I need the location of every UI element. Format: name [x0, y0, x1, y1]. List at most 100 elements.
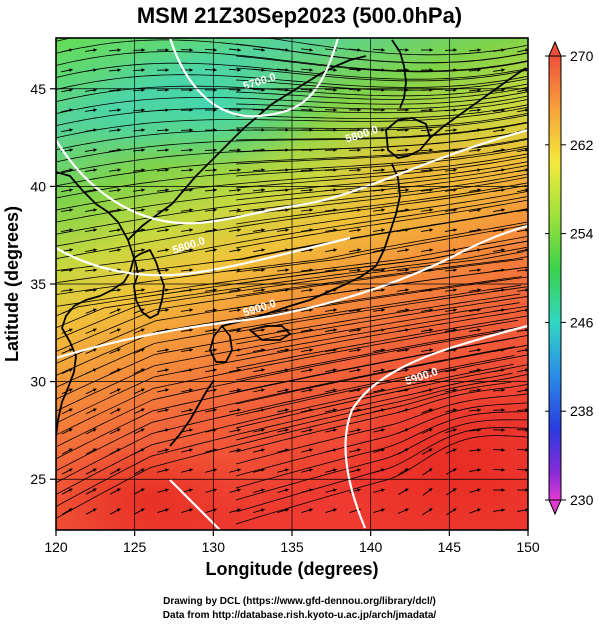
wind-arrow: [493, 388, 506, 392]
streamline: [56, 251, 525, 341]
wind-arrow: [444, 128, 458, 132]
streamline: [56, 267, 523, 364]
wind-arrow: [133, 428, 145, 435]
wind-arrow: [445, 388, 457, 393]
wind-arrow: [396, 168, 410, 172]
wind-arrow: [421, 208, 434, 212]
streamline: [235, 354, 528, 417]
streamline: [235, 95, 528, 110]
wind-arrow: [181, 448, 193, 453]
wind-arrow: [397, 508, 409, 515]
wind-arrow: [444, 108, 458, 112]
streamline: [235, 182, 528, 225]
wind-arrow: [253, 388, 265, 393]
wind-arrow: [61, 208, 74, 213]
wind-arrow: [493, 128, 506, 132]
wind-arrow: [493, 308, 506, 312]
wind-arrow: [469, 168, 482, 172]
wind-arrow: [85, 168, 98, 172]
wind-arrow: [469, 508, 481, 514]
wind-arrow: [85, 48, 98, 52]
wind-arrow: [253, 408, 265, 413]
wind-arrow: [276, 88, 290, 92]
wind-arrow: [229, 488, 241, 493]
wind-arrow: [469, 368, 481, 373]
streamline: [235, 286, 528, 333]
streamline: [56, 122, 528, 163]
wind-arrow: [85, 328, 97, 334]
wind-arrow: [325, 428, 337, 433]
wind-arrow: [301, 268, 314, 272]
wind-arrow: [445, 368, 457, 373]
wind-arrow: [205, 288, 218, 292]
wind-arrow: [301, 468, 313, 473]
wind-arrow: [253, 428, 265, 433]
wind-arrow: [133, 228, 146, 232]
wind-arrow: [133, 328, 145, 334]
y-axis-ticks: 25 30 35 40 45: [30, 81, 56, 487]
wind-arrow: [85, 308, 97, 314]
wind-arrow: [420, 148, 434, 152]
wind-arrow: [469, 428, 482, 432]
y-tick-label: 40: [30, 178, 46, 194]
wind-arrow: [301, 388, 313, 393]
wind-arrow: [445, 168, 458, 172]
wind-arrow: [421, 248, 434, 253]
streamline: [56, 91, 528, 115]
y-axis-label: Latitude (degrees): [2, 206, 22, 362]
wind-arrow: [421, 448, 433, 455]
colorbar-label: 246: [570, 314, 594, 330]
wind-arrow: [372, 48, 386, 52]
wind-arrow: [181, 508, 193, 514]
wind-arrow: [493, 228, 506, 233]
wind-arrow: [229, 228, 242, 232]
streamline: [56, 83, 528, 103]
wind-arrow: [372, 168, 386, 172]
wind-arrow: [205, 328, 218, 332]
wind-arrow: [277, 308, 290, 312]
wind-arrow: [109, 328, 121, 334]
wind-arrow: [181, 228, 194, 232]
wind-arrow: [85, 468, 97, 475]
x-tick-label: 140: [359, 539, 383, 555]
wind-arrow: [397, 328, 410, 332]
streamline: [235, 402, 528, 477]
wind-arrow: [277, 448, 289, 453]
wind-arrow: [396, 148, 410, 152]
coastline-hokkaido: [385, 117, 431, 159]
wind-arrow: [325, 388, 337, 393]
wind-arrow: [277, 268, 290, 272]
wind-arrow: [422, 508, 433, 516]
wind-arrow: [469, 108, 482, 112]
wind-arrow: [85, 68, 98, 72]
wind-arrow: [180, 168, 194, 172]
wind-arrow: [493, 188, 506, 192]
wind-arrow: [277, 248, 290, 253]
wind-arrow: [109, 88, 122, 92]
streamline: [56, 106, 528, 139]
wind-arrow: [469, 68, 482, 72]
wind-arrow: [301, 368, 313, 373]
streamline: [235, 104, 528, 119]
wind-arrow: [397, 288, 410, 292]
wind-arrow: [445, 228, 458, 232]
streamline: [56, 276, 522, 376]
wind-arrow: [61, 268, 74, 272]
contour-5800-north: [56, 128, 528, 225]
wind-arrow: [252, 188, 266, 192]
wind-arrow: [229, 268, 242, 272]
wind-arrow: [133, 348, 145, 355]
wind-arrow: [349, 368, 361, 373]
wind-arrow: [492, 448, 506, 452]
wind-arrow: [469, 408, 482, 412]
wind-arrow: [85, 188, 98, 192]
wind-arrow: [157, 248, 170, 253]
wind-arrow: [301, 408, 313, 413]
wind-arrow: [397, 308, 410, 312]
wind-arrow: [421, 428, 433, 435]
colorbar-label: 238: [570, 403, 594, 419]
streamline: [235, 147, 528, 177]
wind-arrow: [372, 68, 386, 72]
streamline: [235, 138, 528, 165]
wind-arrow: [469, 148, 482, 152]
